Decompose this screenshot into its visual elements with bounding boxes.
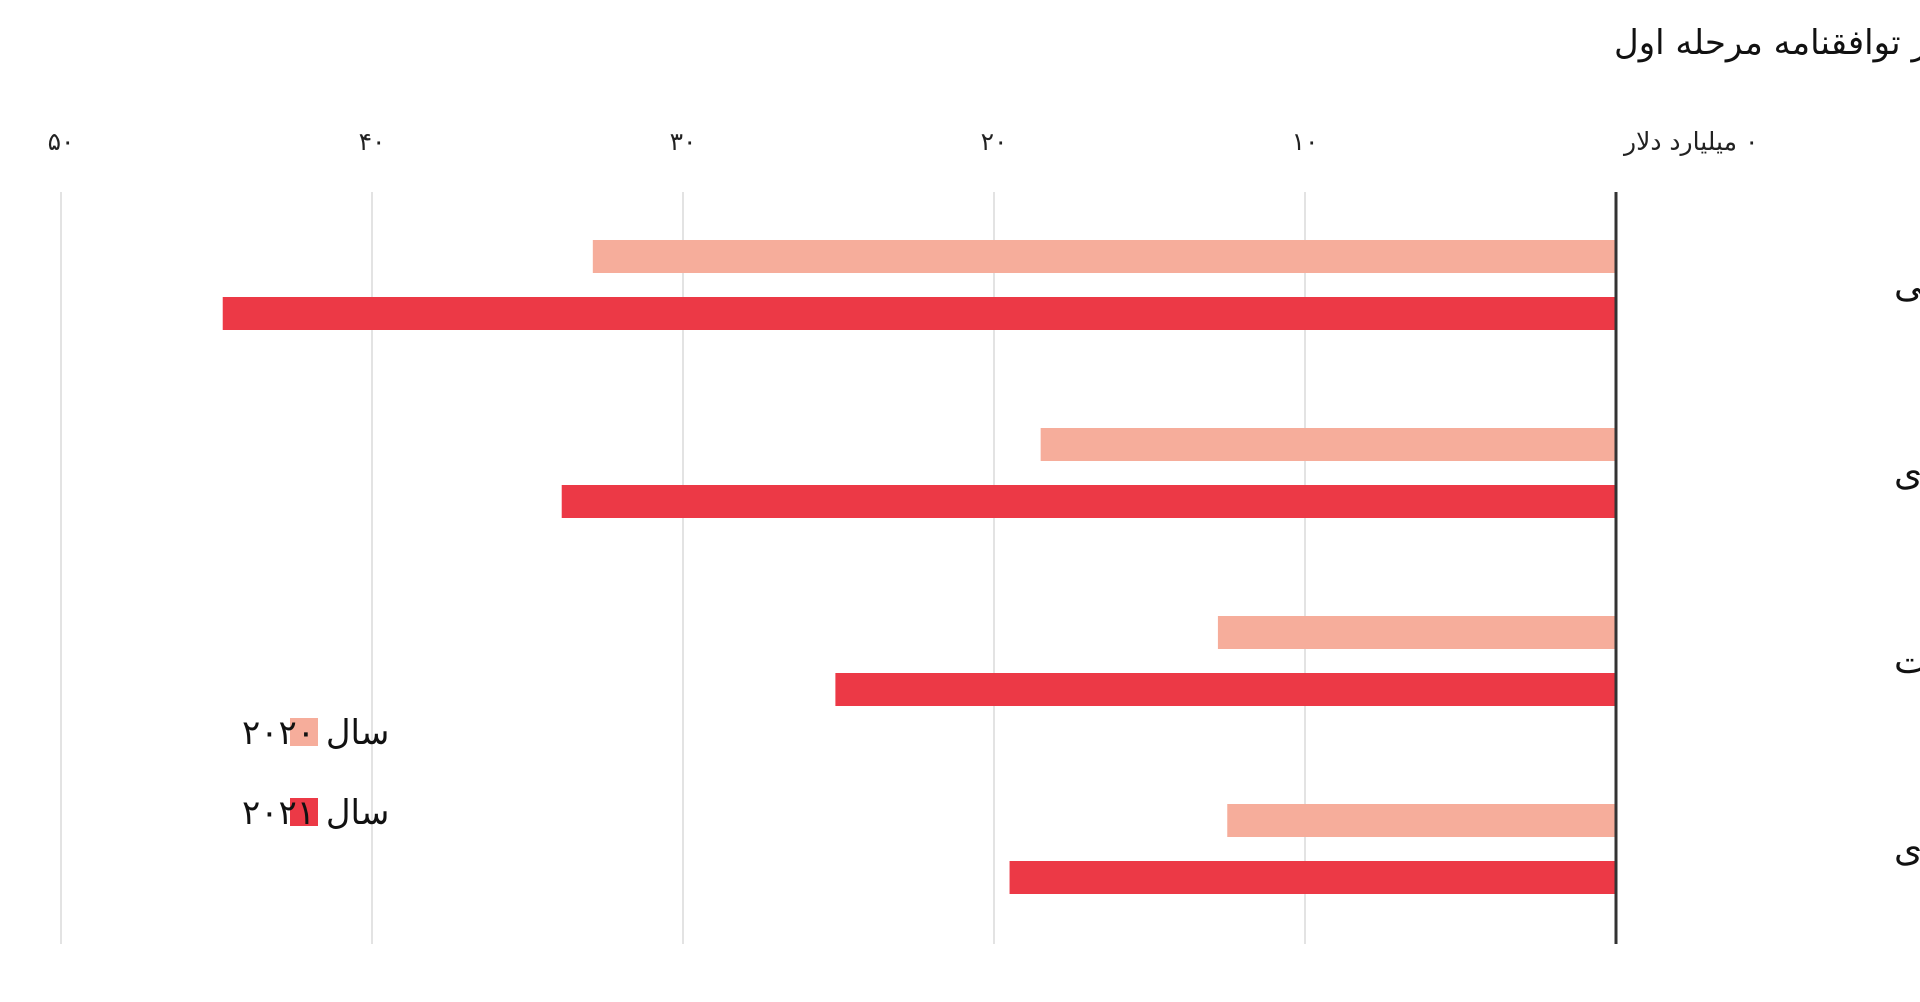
- tick-label-0: ۰ میلیارد دلار: [1622, 127, 1758, 156]
- category-label-4: کشاورزی: [1894, 829, 1920, 870]
- category-labels: کالاهای صنعتی انرژی خدمات کشاورزی: [1894, 265, 1920, 870]
- tick-label-10: ۱۰: [1292, 127, 1319, 156]
- legend-label-1: سال ۲۰۲۰: [242, 713, 389, 753]
- chart-title: پیشنهاد واردات چین از ایالات متحده قبل و…: [1614, 23, 1920, 63]
- bar-4-series-1: [1227, 804, 1616, 837]
- bar-4-series-2: [1009, 861, 1616, 894]
- category-label-1: کالاهای صنعتی: [1894, 265, 1920, 306]
- legend-swatch-2: [290, 798, 318, 826]
- bar-1-series-2: [222, 297, 1617, 330]
- legend: سال ۲۰۲۰ سال ۲۰۲۱: [242, 713, 389, 833]
- category-label-2: انرژی: [1894, 453, 1920, 494]
- category-label-3: خدمات: [1894, 641, 1920, 682]
- bars-layer: [222, 240, 1617, 894]
- bar-3-series-1: [1217, 616, 1616, 649]
- legend-label-2: سال ۲۰۲۱: [242, 793, 389, 833]
- bar-3-series-2: [835, 673, 1616, 706]
- tick-label-20: ۲۰: [981, 127, 1008, 156]
- tick-labels: ۰ میلیارد دلار ۱۰ ۲۰ ۳۰ ۴۰ ۵۰: [48, 127, 1759, 156]
- tick-label-30: ۳۰: [670, 127, 697, 156]
- tick-label-40: ۴۰: [359, 127, 386, 156]
- bar-1-series-1: [592, 240, 1616, 273]
- bar-2-series-2: [561, 485, 1617, 518]
- legend-swatch-1: [290, 718, 318, 746]
- bar-2-series-1: [1040, 428, 1616, 461]
- tick-label-50: ۵۰: [48, 127, 75, 156]
